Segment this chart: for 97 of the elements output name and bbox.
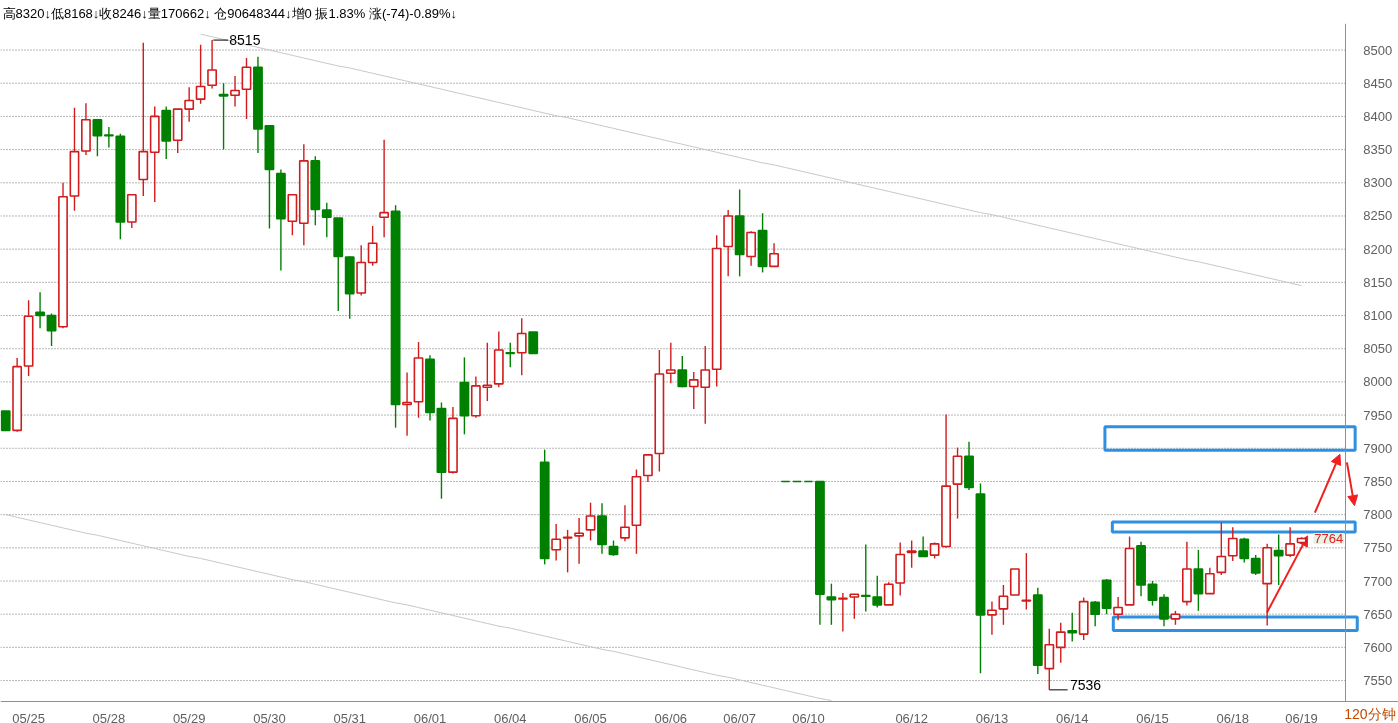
candlestick bbox=[1216, 521, 1227, 576]
candlestick bbox=[528, 331, 539, 355]
candlestick bbox=[665, 342, 676, 384]
y-tick-label: 7700 bbox=[1363, 573, 1393, 589]
candlestick bbox=[620, 504, 630, 542]
x-tick-label: 06/07 bbox=[723, 710, 756, 723]
y-tick-label: 8150 bbox=[1363, 274, 1393, 290]
candlestick bbox=[1044, 628, 1055, 691]
candlestick bbox=[1147, 580, 1158, 607]
candlestick bbox=[1067, 612, 1078, 643]
y-tick-label: 8450 bbox=[1363, 75, 1393, 91]
x-tick-label: 05/30 bbox=[253, 710, 286, 723]
x-tick-label: 06/19 bbox=[1285, 710, 1318, 723]
candlestick bbox=[849, 593, 860, 620]
candlestick bbox=[551, 523, 562, 562]
candlestick bbox=[1159, 593, 1169, 627]
x-tick-label: 06/18 bbox=[1216, 710, 1250, 723]
x-tick-label: 05/31 bbox=[333, 710, 366, 723]
candlestick bbox=[860, 543, 871, 613]
annotation: 8515 bbox=[229, 32, 261, 49]
y-tick-label: 8250 bbox=[1363, 208, 1393, 224]
x-tick-label: 06/04 bbox=[494, 710, 527, 723]
candlestick bbox=[1090, 600, 1101, 627]
y-tick-label: 7550 bbox=[1363, 673, 1393, 689]
candlestick bbox=[321, 202, 332, 238]
y-tick-label: 8300 bbox=[1363, 175, 1393, 191]
candlestick bbox=[769, 242, 779, 268]
x-tick-label: 06/10 bbox=[792, 710, 825, 723]
candlestick bbox=[562, 529, 573, 574]
y-tick-label: 7600 bbox=[1363, 639, 1393, 655]
candlestick bbox=[230, 75, 240, 108]
y-tick-label: 7650 bbox=[1363, 606, 1393, 622]
candlestick bbox=[1055, 622, 1066, 664]
x-tick-label: 06/15 bbox=[1136, 710, 1169, 723]
candlestick bbox=[918, 535, 929, 558]
candlestick bbox=[207, 39, 218, 90]
candlestick bbox=[402, 371, 412, 437]
candlestick bbox=[1239, 537, 1250, 564]
candlestick bbox=[1204, 567, 1215, 595]
candlestick bbox=[35, 291, 45, 329]
candlestick bbox=[585, 501, 596, 542]
line-series bbox=[200, 33, 1303, 287]
candlestick bbox=[574, 517, 585, 565]
candlestick bbox=[998, 584, 1009, 626]
candlestick bbox=[826, 582, 837, 626]
candlestick bbox=[837, 592, 848, 633]
y-tick-label: 7750 bbox=[1363, 540, 1393, 556]
candlestick bbox=[379, 138, 390, 238]
candlestick bbox=[218, 82, 229, 151]
candlestick bbox=[184, 86, 195, 123]
x-tick-label: 06/05 bbox=[574, 710, 607, 723]
candlestick bbox=[1250, 554, 1261, 576]
candlestick bbox=[195, 44, 206, 105]
candlestick bbox=[241, 57, 252, 120]
x-tick-label: 06/01 bbox=[413, 710, 447, 723]
text: 7764 bbox=[1314, 531, 1344, 547]
x-tick-label: 06/14 bbox=[1055, 710, 1089, 723]
candlestick bbox=[883, 581, 894, 606]
x-tick-label: 05/29 bbox=[172, 710, 206, 723]
y-tick-label: 7900 bbox=[1363, 440, 1393, 456]
candlestick bbox=[677, 355, 688, 388]
text: 120分钟 bbox=[1344, 705, 1396, 722]
chart-title: 高8320↓低8168↓收8246↓量170662↓ 仓90648344↓增0 振1.83% 涨(-74)-0.89%↓ bbox=[2, 5, 458, 21]
candlestick bbox=[1285, 526, 1296, 558]
candlestick bbox=[46, 312, 57, 347]
y-tick-label: 7850 bbox=[1363, 473, 1393, 489]
candlestick bbox=[746, 230, 757, 267]
x-tick-label: 05/25 bbox=[12, 710, 45, 723]
candlestick bbox=[906, 539, 917, 569]
candlestick bbox=[516, 317, 527, 376]
y-tick-label: 8500 bbox=[1363, 42, 1393, 58]
y-tick-label: 8050 bbox=[1363, 341, 1393, 357]
x-tick-label: 06/06 bbox=[654, 710, 688, 723]
candlestick bbox=[367, 225, 378, 267]
y-tick-label: 8000 bbox=[1363, 374, 1393, 390]
y-tick-label: 7800 bbox=[1363, 507, 1393, 523]
y-tick-label: 7950 bbox=[1363, 407, 1393, 423]
candlestick bbox=[92, 118, 103, 157]
y-tick-label: 8400 bbox=[1363, 108, 1393, 124]
candlestick bbox=[1113, 596, 1124, 621]
y-tick-label: 8100 bbox=[1363, 308, 1393, 324]
candlestick bbox=[0, 410, 11, 432]
candlestick bbox=[1273, 533, 1284, 586]
x-tick-label: 06/12 bbox=[895, 710, 928, 723]
x-tick-label: 06/13 bbox=[975, 710, 1009, 723]
y-tick-label: 8200 bbox=[1363, 241, 1393, 257]
candlestick bbox=[1227, 526, 1238, 562]
candlestick bbox=[642, 454, 653, 483]
y-tick-label: 8350 bbox=[1363, 142, 1393, 158]
candlestick bbox=[872, 574, 883, 609]
candlestick bbox=[505, 342, 516, 368]
candlestick bbox=[1021, 552, 1032, 611]
candlestick bbox=[987, 600, 997, 636]
line-series bbox=[5, 514, 832, 701]
annotation: 7536 bbox=[1069, 676, 1102, 693]
x-tick-label: 05/28 bbox=[92, 710, 126, 723]
candlestick bbox=[103, 126, 114, 149]
